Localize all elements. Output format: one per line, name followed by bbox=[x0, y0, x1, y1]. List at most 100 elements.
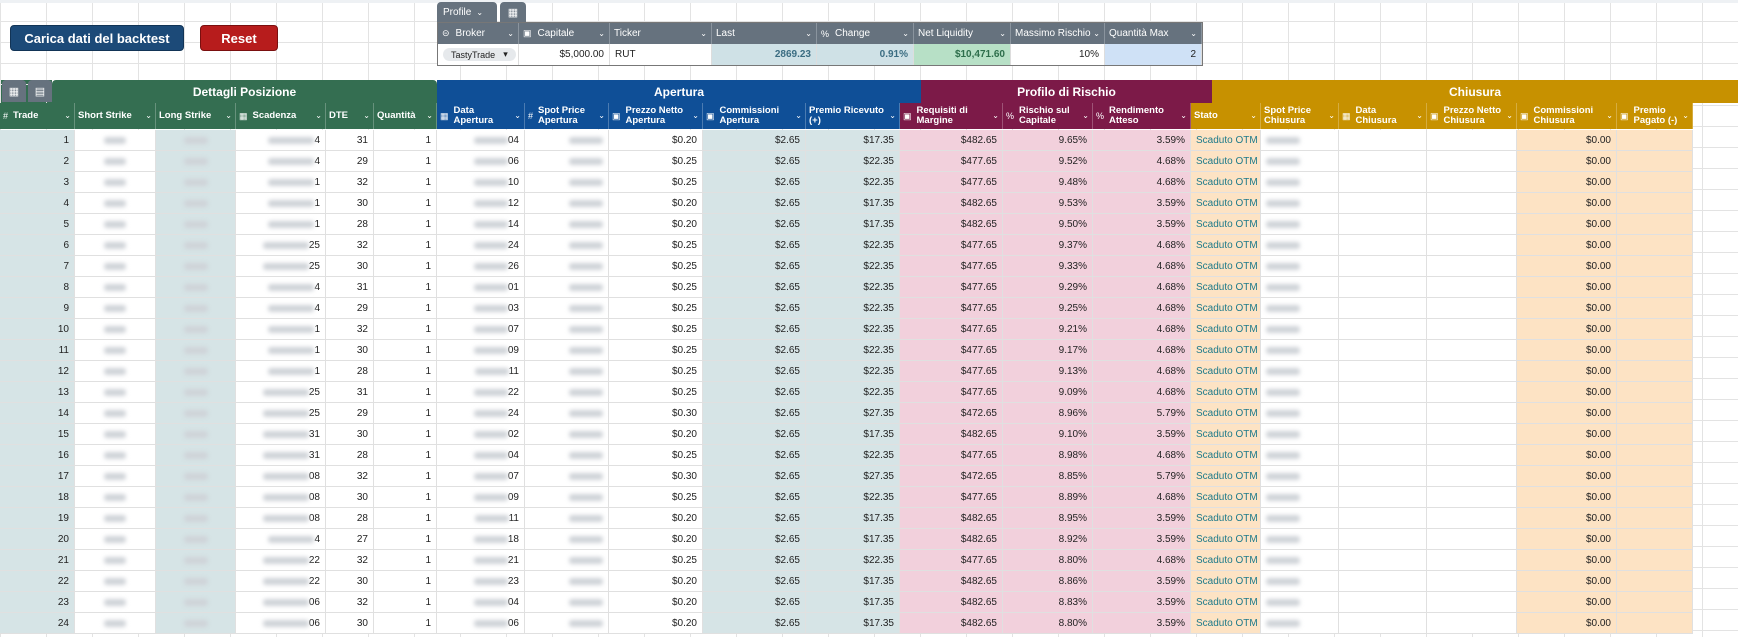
cell-18[interactable]: $0.00 bbox=[1517, 382, 1617, 402]
cell-16[interactable] bbox=[1339, 571, 1427, 591]
cell-12[interactable]: 9.37% bbox=[1003, 235, 1093, 255]
cell-15[interactable] bbox=[1261, 592, 1339, 612]
cell-15[interactable] bbox=[1261, 151, 1339, 171]
cell-14[interactable]: Scaduto OTM bbox=[1191, 424, 1261, 444]
cell-4[interactable]: 31 bbox=[326, 277, 374, 297]
cell-0[interactable]: 2 bbox=[0, 151, 75, 171]
cell-7[interactable] bbox=[525, 319, 609, 339]
cell-8[interactable]: $0.25 bbox=[609, 340, 703, 360]
cell-3[interactable]: 06 bbox=[236, 592, 326, 612]
cell-17[interactable] bbox=[1427, 487, 1517, 507]
cell-5[interactable]: 1 bbox=[374, 298, 437, 318]
cell-6[interactable]: 12 bbox=[437, 193, 525, 213]
cell-4[interactable]: 28 bbox=[326, 508, 374, 528]
cell-17[interactable] bbox=[1427, 466, 1517, 486]
cell-17[interactable] bbox=[1427, 298, 1517, 318]
profile-header-2[interactable]: Ticker ⌄ bbox=[610, 23, 712, 44]
cell-6[interactable]: 11 bbox=[437, 508, 525, 528]
cell-4[interactable]: 30 bbox=[326, 613, 374, 633]
cell-7[interactable] bbox=[525, 340, 609, 360]
cell-11[interactable]: $477.65 bbox=[900, 151, 1003, 171]
cell-19[interactable] bbox=[1617, 151, 1693, 171]
cell-16[interactable] bbox=[1339, 403, 1427, 423]
cell-14[interactable]: Scaduto OTM bbox=[1191, 256, 1261, 276]
cell-2[interactable] bbox=[156, 319, 236, 339]
cell-10[interactable]: $17.35 bbox=[806, 592, 900, 612]
cell-6[interactable]: 07 bbox=[437, 466, 525, 486]
cell-5[interactable]: 1 bbox=[374, 466, 437, 486]
cell-13[interactable]: 5.79% bbox=[1093, 466, 1191, 486]
cell-8[interactable]: $0.25 bbox=[609, 550, 703, 570]
cell-8[interactable]: $0.25 bbox=[609, 151, 703, 171]
cell-7[interactable] bbox=[525, 466, 609, 486]
cell-18[interactable]: $0.00 bbox=[1517, 340, 1617, 360]
cell-5[interactable]: 1 bbox=[374, 130, 437, 150]
cell-12[interactable]: 9.09% bbox=[1003, 382, 1093, 402]
cell-3[interactable]: 1 bbox=[236, 193, 326, 213]
cell-17[interactable] bbox=[1427, 445, 1517, 465]
column-header-6[interactable]: ▦ Data Apertura ⌄ bbox=[437, 103, 525, 129]
cell-0[interactable]: 4 bbox=[0, 193, 75, 213]
cell-10[interactable]: $17.35 bbox=[806, 193, 900, 213]
cell-1[interactable] bbox=[75, 466, 156, 486]
load-backtest-button[interactable]: Carica dati del backtest bbox=[10, 25, 184, 51]
cell-7[interactable] bbox=[525, 529, 609, 549]
cell-17[interactable] bbox=[1427, 613, 1517, 633]
cell-11[interactable]: $477.65 bbox=[900, 445, 1003, 465]
cell-17[interactable] bbox=[1427, 193, 1517, 213]
cell-13[interactable]: 4.68% bbox=[1093, 550, 1191, 570]
cell-10[interactable]: $22.35 bbox=[806, 361, 900, 381]
cell-1[interactable] bbox=[75, 193, 156, 213]
cell-6[interactable]: 09 bbox=[437, 487, 525, 507]
cell-3[interactable]: 25 bbox=[236, 235, 326, 255]
cell-2[interactable] bbox=[156, 361, 236, 381]
cell-4[interactable]: 32 bbox=[326, 466, 374, 486]
cell-1[interactable] bbox=[75, 613, 156, 633]
cell-19[interactable] bbox=[1617, 466, 1693, 486]
cell-10[interactable]: $17.35 bbox=[806, 214, 900, 234]
cell-9[interactable]: $2.65 bbox=[703, 340, 806, 360]
cell-19[interactable] bbox=[1617, 235, 1693, 255]
cell-6[interactable]: 24 bbox=[437, 403, 525, 423]
cell-0[interactable]: 12 bbox=[0, 361, 75, 381]
cell-17[interactable] bbox=[1427, 403, 1517, 423]
column-header-14[interactable]: Stato ⌄ bbox=[1191, 103, 1261, 129]
cell-12[interactable]: 8.95% bbox=[1003, 508, 1093, 528]
cell-13[interactable]: 3.59% bbox=[1093, 592, 1191, 612]
cell-10[interactable]: $22.35 bbox=[806, 298, 900, 318]
cell-2[interactable] bbox=[156, 592, 236, 612]
cell-1[interactable] bbox=[75, 340, 156, 360]
column-header-1[interactable]: Short Strike ⌄ bbox=[75, 103, 156, 129]
cell-18[interactable]: $0.00 bbox=[1517, 403, 1617, 423]
cell-18[interactable]: $0.00 bbox=[1517, 466, 1617, 486]
cell-16[interactable] bbox=[1339, 256, 1427, 276]
broker-select[interactable]: TastyTrade ▾ bbox=[443, 48, 516, 61]
column-header-13[interactable]: % Rendimento Atteso ⌄ bbox=[1093, 103, 1191, 129]
cell-16[interactable] bbox=[1339, 172, 1427, 192]
cell-17[interactable] bbox=[1427, 172, 1517, 192]
cell-12[interactable]: 9.50% bbox=[1003, 214, 1093, 234]
cell-8[interactable]: $0.20 bbox=[609, 571, 703, 591]
cell-19[interactable] bbox=[1617, 550, 1693, 570]
cell-16[interactable] bbox=[1339, 151, 1427, 171]
cell-15[interactable] bbox=[1261, 130, 1339, 150]
profile-header-1[interactable]: ▣ Capitale ⌄ bbox=[519, 23, 610, 44]
cell-9[interactable]: $2.65 bbox=[703, 319, 806, 339]
cell-12[interactable]: 8.96% bbox=[1003, 403, 1093, 423]
cell-3[interactable]: 22 bbox=[236, 550, 326, 570]
cell-9[interactable]: $2.65 bbox=[703, 466, 806, 486]
cell-18[interactable]: $0.00 bbox=[1517, 256, 1617, 276]
cell-4[interactable]: 31 bbox=[326, 130, 374, 150]
cell-11[interactable]: $477.65 bbox=[900, 277, 1003, 297]
cell-0[interactable]: 7 bbox=[0, 256, 75, 276]
cell-15[interactable] bbox=[1261, 214, 1339, 234]
cell-15[interactable] bbox=[1261, 361, 1339, 381]
cell-12[interactable]: 8.80% bbox=[1003, 550, 1093, 570]
cell-1[interactable] bbox=[75, 424, 156, 444]
cell-18[interactable]: $0.00 bbox=[1517, 508, 1617, 528]
cell-14[interactable]: Scaduto OTM bbox=[1191, 613, 1261, 633]
cell-4[interactable]: 29 bbox=[326, 151, 374, 171]
cell-15[interactable] bbox=[1261, 298, 1339, 318]
cell-12[interactable]: 9.29% bbox=[1003, 277, 1093, 297]
cell-5[interactable]: 1 bbox=[374, 445, 437, 465]
